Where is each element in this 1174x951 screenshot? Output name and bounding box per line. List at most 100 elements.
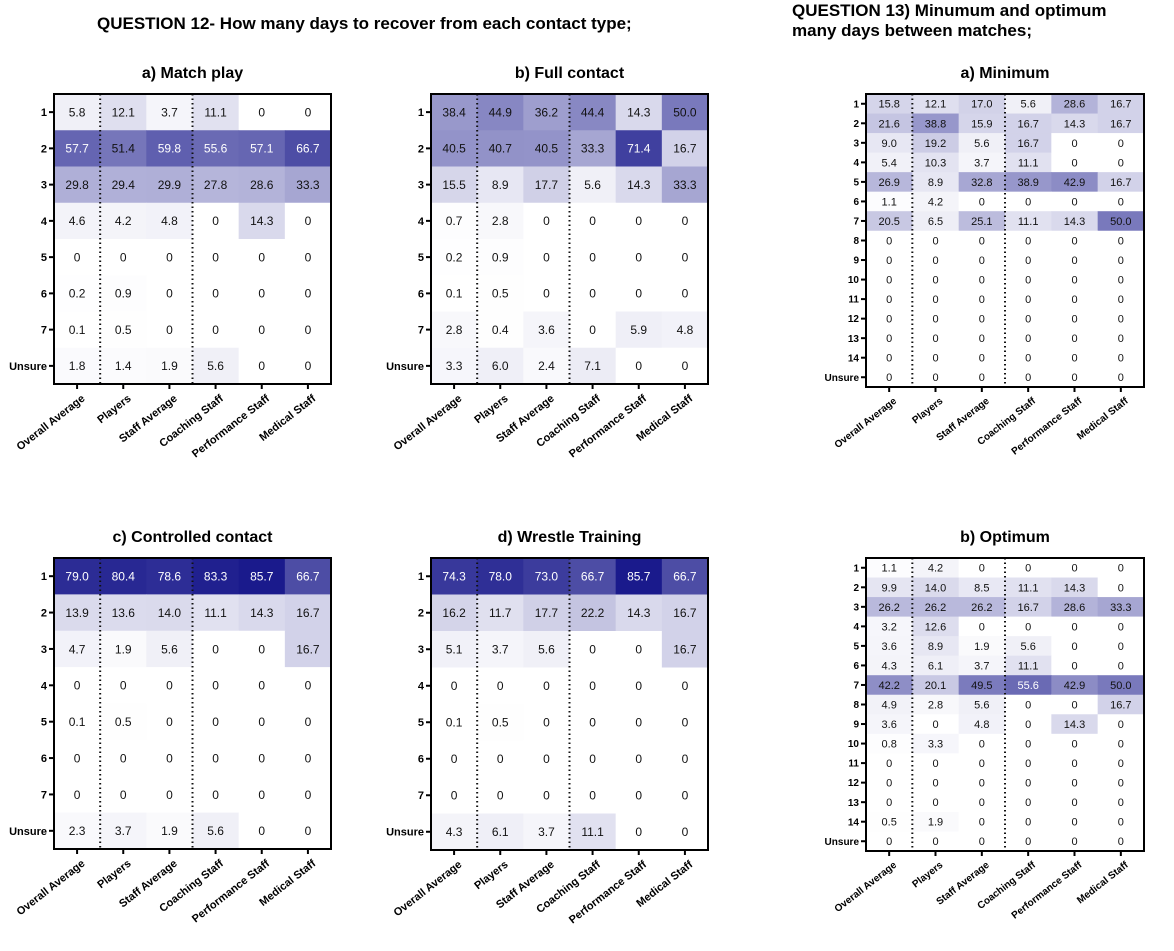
heatmap-cell bbox=[1005, 792, 1052, 813]
row-label-5: 5 bbox=[418, 252, 424, 264]
cell-value-label: 14.3 bbox=[627, 105, 651, 119]
heatmap-cell bbox=[569, 704, 617, 741]
heatmap-cell bbox=[1097, 811, 1145, 832]
cell-value-label: 5.6 bbox=[974, 138, 989, 150]
heatmap-cell bbox=[1051, 94, 1099, 115]
cell-value-label: 0 bbox=[305, 105, 312, 119]
heatmap-cell bbox=[958, 597, 1006, 618]
heatmap-cell bbox=[912, 597, 960, 618]
cell-value-label: 4.3 bbox=[446, 825, 463, 839]
cell-value-label: 14.3 bbox=[1064, 719, 1085, 731]
cell-value-label: 0 bbox=[543, 214, 550, 228]
cell-value-label: 3.6 bbox=[882, 719, 897, 731]
cell-value-label: 0.4 bbox=[492, 323, 509, 337]
heatmap-cell bbox=[100, 311, 147, 349]
heatmap-cell bbox=[912, 152, 960, 173]
cell-value-label: 0 bbox=[212, 679, 219, 693]
cell-value-label: 0 bbox=[886, 778, 892, 790]
cell-value-label: 3.7 bbox=[974, 660, 989, 672]
heatmap-cell bbox=[284, 311, 332, 349]
cell-value-label: 0 bbox=[74, 751, 81, 765]
heatmap-frame bbox=[53, 557, 332, 850]
question-13-title-line1: QUESTION 13) Minumum and optimum bbox=[792, 1, 1107, 20]
heatmap-cell bbox=[569, 202, 617, 240]
row-label-13: 13 bbox=[848, 334, 860, 345]
cell-value-label: 0 bbox=[166, 287, 173, 301]
heatmap-cell bbox=[146, 630, 193, 668]
cell-value-label: 44.4 bbox=[581, 105, 605, 119]
heatmap-cell bbox=[54, 594, 101, 632]
cell-value-label: 78.0 bbox=[489, 570, 513, 584]
heatmap-cell bbox=[284, 94, 332, 131]
heatmap-cell bbox=[1097, 714, 1145, 735]
heatmap-cell bbox=[100, 667, 147, 704]
heatmap-cell bbox=[523, 311, 570, 349]
heatmap-cell bbox=[54, 630, 101, 668]
row-label-7: 7 bbox=[418, 790, 424, 802]
cell-value-label: 0 bbox=[1118, 333, 1124, 345]
cell-value-label: 0 bbox=[979, 836, 985, 848]
heatmap-cell bbox=[523, 347, 570, 385]
heatmap-cell bbox=[569, 275, 617, 312]
heatmap-cell bbox=[192, 812, 240, 850]
heatmap-cell bbox=[1097, 694, 1145, 715]
cell-value-label: 0 bbox=[635, 359, 642, 373]
cell-value-label: 33.3 bbox=[1110, 602, 1131, 614]
heatmap-cell bbox=[615, 347, 663, 385]
cell-value-label: 6.1 bbox=[492, 825, 509, 839]
cell-value-label: 3.6 bbox=[882, 641, 897, 653]
cell-value-label: 1.9 bbox=[928, 817, 943, 829]
cell-value-label: 11.1 bbox=[1018, 582, 1039, 594]
heatmap-cell bbox=[523, 275, 570, 312]
cell-value-label: 0 bbox=[1025, 196, 1031, 208]
heatmap-cell bbox=[146, 347, 193, 385]
heatmap-cell bbox=[1005, 597, 1052, 618]
heatmap-cell bbox=[912, 347, 960, 368]
heatmap-cell bbox=[431, 594, 478, 632]
cell-value-label: 27.8 bbox=[204, 178, 228, 192]
heatmap-cell bbox=[192, 311, 240, 349]
cell-value-label: 0 bbox=[305, 250, 312, 264]
heatmap-cell bbox=[523, 202, 570, 240]
heatmap-cell bbox=[1005, 655, 1052, 676]
heatmap-cell bbox=[1005, 675, 1052, 696]
cell-value-label: 83.3 bbox=[204, 570, 228, 584]
heatmap-cell bbox=[146, 776, 193, 814]
heatmap-cell bbox=[912, 558, 960, 579]
cell-value-label: 80.4 bbox=[112, 570, 136, 584]
cell-value-label: 0 bbox=[1071, 758, 1077, 770]
heatmap-cell bbox=[912, 211, 960, 232]
heatmap-cell bbox=[866, 753, 913, 774]
cell-value-label: 66.7 bbox=[296, 142, 320, 156]
cell-value-label: 49.5 bbox=[971, 680, 992, 692]
heatmap-cell bbox=[912, 172, 960, 193]
heatmap-cell bbox=[1097, 597, 1145, 618]
cell-value-label: 0 bbox=[212, 751, 219, 765]
heatmap-cell bbox=[238, 275, 286, 312]
heatmap-cell bbox=[284, 812, 332, 850]
heatmap-cell bbox=[1005, 733, 1052, 754]
cell-value-label: 0 bbox=[258, 359, 265, 373]
heatmap-cell bbox=[912, 328, 960, 349]
heatmap-cell bbox=[1051, 811, 1099, 832]
heatmap-cell bbox=[1005, 558, 1052, 579]
heatmap-cell bbox=[146, 667, 193, 704]
heatmap-cell bbox=[523, 594, 570, 632]
heatmap-cell bbox=[100, 739, 147, 777]
heatmap-cell bbox=[912, 94, 960, 115]
cell-value-label: 0 bbox=[305, 359, 312, 373]
cell-value-label: 11.1 bbox=[581, 825, 604, 839]
cell-value-label: 0 bbox=[932, 836, 938, 848]
heatmap-cell bbox=[523, 558, 570, 595]
heatmap-cell bbox=[1051, 269, 1099, 290]
cell-value-label: 66.7 bbox=[296, 570, 320, 584]
cell-value-label: 0 bbox=[1118, 353, 1124, 365]
heatmap-cell bbox=[477, 275, 524, 312]
cell-value-label: 74.3 bbox=[442, 570, 466, 584]
heatmap-cell bbox=[1051, 753, 1099, 774]
cell-value-label: 0 bbox=[212, 642, 219, 656]
cell-value-label: 0 bbox=[1071, 699, 1077, 711]
cell-value-label: 0 bbox=[589, 323, 596, 337]
heatmap-cell bbox=[284, 166, 332, 204]
cell-value-label: 0 bbox=[1025, 563, 1031, 575]
